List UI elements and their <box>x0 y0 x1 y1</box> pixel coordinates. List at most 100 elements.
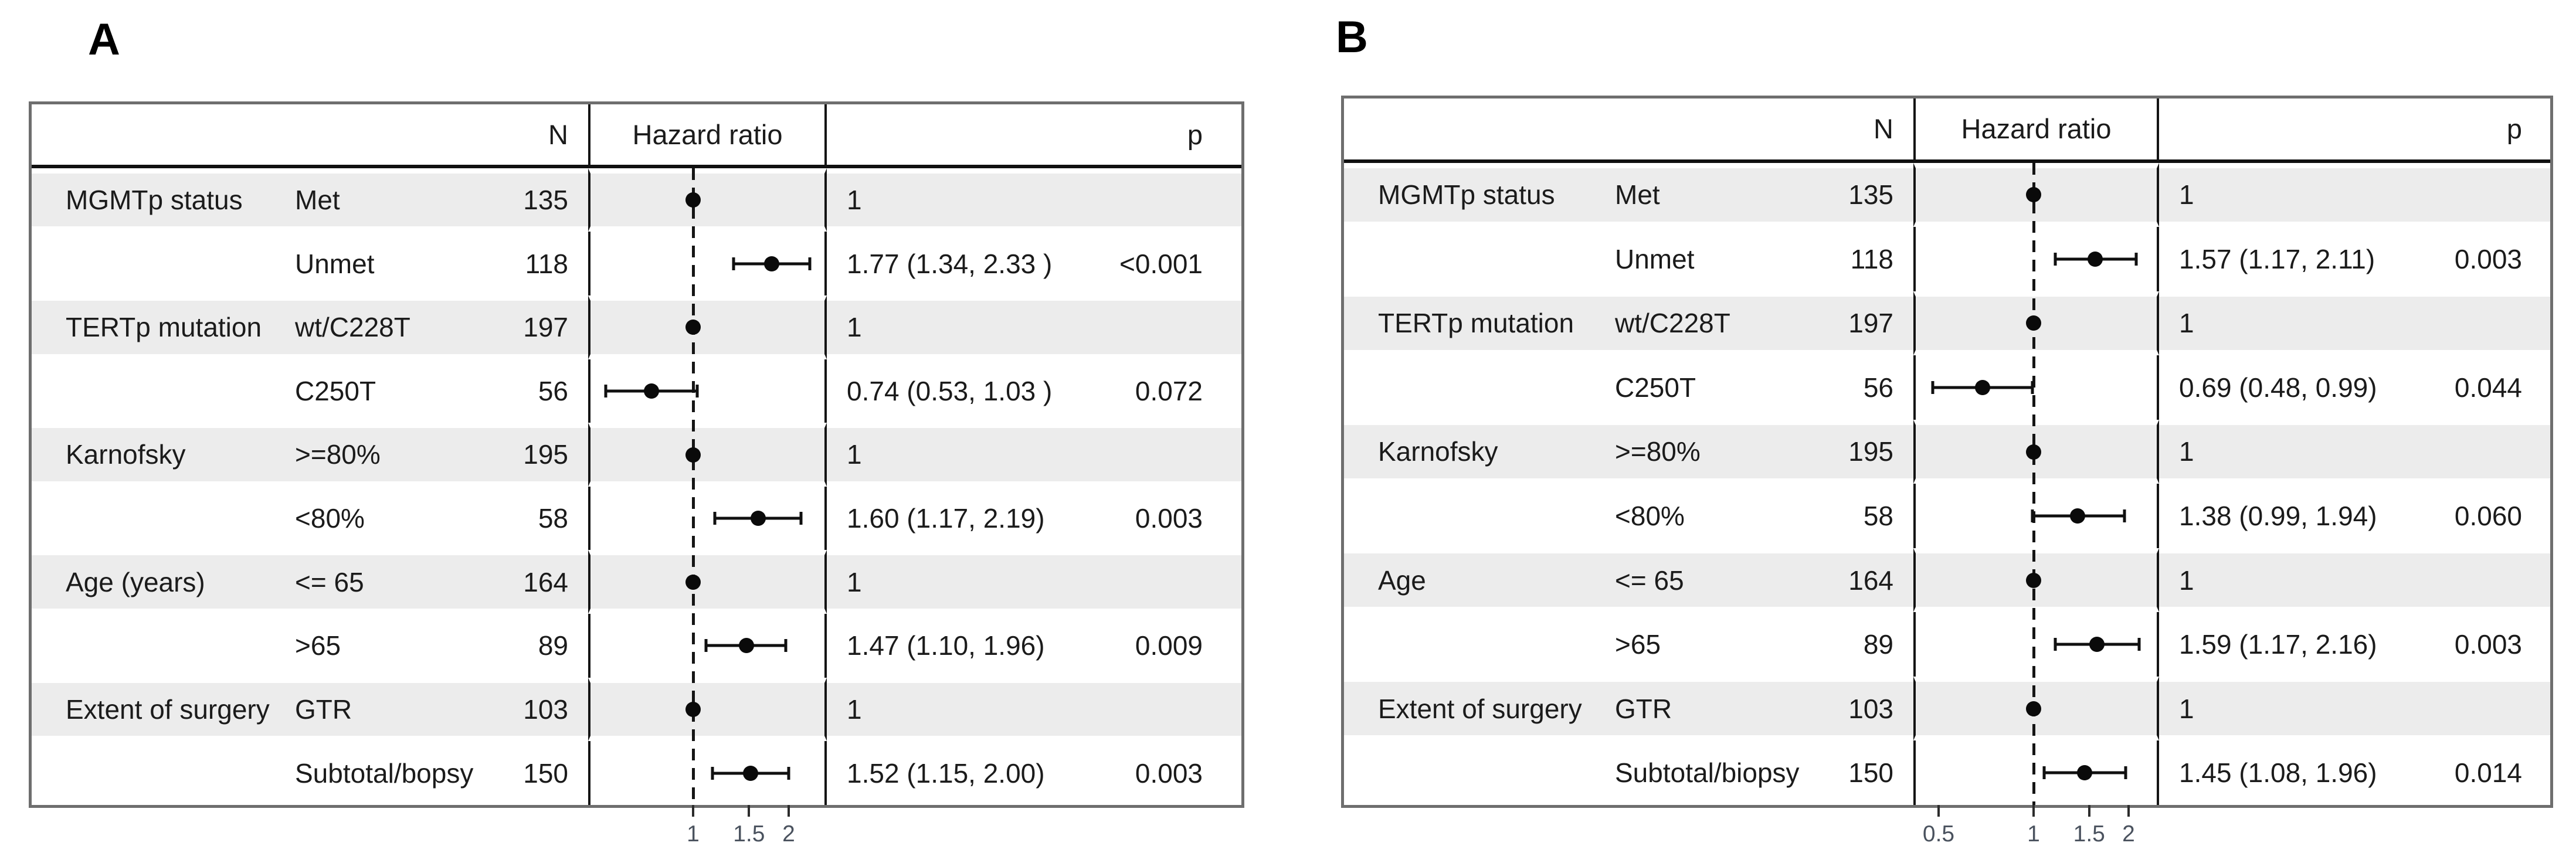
table-row-right: 1 <box>2159 291 2550 356</box>
panel-b-letter: B <box>1336 12 1368 62</box>
table-row-right: 1 <box>2159 676 2550 741</box>
row-factor-label: Age (years) <box>66 566 205 597</box>
column-header-n: N <box>1874 113 1893 145</box>
row-n-value: 195 <box>523 439 568 470</box>
row-level-label: Met <box>295 184 340 215</box>
row-n-value: 118 <box>1850 243 1893 274</box>
row-estimate-text: 1 <box>2179 693 2194 724</box>
row-level-label: C250T <box>295 375 376 406</box>
row-estimate-text: 1 <box>2179 308 2194 339</box>
axis-tick-label: 1 <box>2027 821 2040 847</box>
row-p-value: 0.072 <box>1135 375 1203 406</box>
row-factor-label: Extent of surgery <box>1378 693 1582 724</box>
row-n-value: 56 <box>538 375 568 406</box>
row-p-value: 0.014 <box>2454 757 2522 789</box>
row-n-value: 135 <box>523 184 568 215</box>
row-n-value: 58 <box>1863 501 1893 532</box>
table-row-right: 1 <box>827 550 1241 614</box>
column-header-p: p <box>1187 118 1203 150</box>
axis-tick-mark <box>1937 805 1940 817</box>
row-level-label: Subtotal/bopsy <box>295 757 474 789</box>
table-row-right: 1 <box>827 423 1241 487</box>
row-level-label: <= 65 <box>295 566 364 597</box>
row-factor-label: MGMTp status <box>1378 179 1555 210</box>
row-n-value: 150 <box>523 757 568 789</box>
row-level-label: <80% <box>295 503 365 534</box>
row-estimate-text: 1 <box>847 694 862 725</box>
table-row-right: 1 <box>2159 548 2550 613</box>
table-row-left: Extent of surgery GTR 103 <box>32 677 588 742</box>
table-row-left: Unmet 118 <box>32 232 588 295</box>
row-level-label: wt/C228T <box>295 312 410 343</box>
row-p-value: 0.003 <box>2454 243 2522 274</box>
row-estimate-text: 1.52 (1.15, 2.00) <box>847 757 1045 789</box>
table-row-left: TERTp mutation wt/C228T 197 <box>32 295 588 359</box>
table-row-left: MGMTp status Met 135 <box>1344 162 1913 227</box>
row-plot-cell <box>1913 676 2159 741</box>
header-right-cell: p <box>2159 98 2550 163</box>
row-plot-cell <box>1913 612 2159 677</box>
row-p-value: 0.003 <box>1135 757 1203 789</box>
row-estimate-text: 1.45 (1.08, 1.96) <box>2179 757 2377 789</box>
table-row-left: Unmet 118 <box>1344 227 1913 291</box>
row-plot-cell <box>1913 291 2159 356</box>
table-row-left: Extent of surgery GTR 103 <box>1344 676 1913 741</box>
column-header-hazard-ratio: Hazard ratio <box>1961 113 2112 145</box>
table-row-right: 1.77 (1.34, 2.33 ) <0.001 <box>827 232 1241 295</box>
row-plot-cell <box>588 486 827 551</box>
row-n-value: 89 <box>538 630 568 661</box>
table-row-right: 1.47 (1.10, 1.96) 0.009 <box>827 614 1241 678</box>
header-right-cell: p <box>827 104 1241 168</box>
row-estimate-text: 1 <box>847 566 862 597</box>
header-plot-cell: Hazard ratio <box>1913 98 2159 163</box>
column-header-hazard-ratio: Hazard ratio <box>632 118 783 150</box>
table-row-right: 1 <box>827 168 1241 232</box>
table-row-left: Age (years) <= 65 164 <box>32 550 588 614</box>
table-row-left: Karnofsky >=80% 195 <box>32 423 588 487</box>
row-n-value: 135 <box>1848 179 1893 210</box>
axis-tick-mark <box>2032 805 2035 817</box>
row-estimate-text: 1 <box>847 184 862 215</box>
row-estimate-text: 1.57 (1.17, 2.11) <box>2179 243 2375 274</box>
row-estimate-text: 0.74 (0.53, 1.03 ) <box>847 375 1053 406</box>
axis-tick-label: 1.5 <box>733 821 765 847</box>
table-row-right: 1 <box>2159 419 2550 484</box>
table-row-left: C250T 56 <box>32 359 588 423</box>
row-level-label: GTR <box>1615 693 1672 724</box>
table-row-left: Subtotal/bopsy 150 <box>32 741 588 805</box>
axis-tick-label: 2 <box>2122 821 2135 847</box>
row-level-label: Unmet <box>295 248 375 279</box>
forest-table-panel-b: N Hazard ratio p MGMTp status Met 135 1 Unmet 11… <box>1341 96 2553 845</box>
row-plot-cell <box>1913 548 2159 613</box>
row-estimate-text: 1.60 (1.17, 2.19) <box>847 503 1045 534</box>
table-row-left: <80% 58 <box>1344 484 1913 548</box>
table-row-left: Age <= 65 164 <box>1344 548 1913 613</box>
row-n-value: 195 <box>1848 436 1893 467</box>
row-estimate-text: 1 <box>2179 436 2194 467</box>
row-n-value: 58 <box>538 503 568 534</box>
row-p-value: 0.009 <box>1135 630 1203 661</box>
axis-tick-mark <box>788 805 790 817</box>
row-n-value: 164 <box>523 566 568 597</box>
row-factor-label: TERTp mutation <box>66 312 262 343</box>
table-row-left: MGMTp status Met 135 <box>32 168 588 232</box>
table-row-left: <80% 58 <box>32 487 588 551</box>
row-estimate-text: 1 <box>847 312 862 343</box>
row-plot-cell <box>1913 162 2159 227</box>
row-plot-cell <box>1913 355 2159 420</box>
row-factor-label: Karnofsky <box>66 439 186 470</box>
table-row-left: C250T 56 <box>1344 355 1913 420</box>
column-header-n: N <box>548 118 568 150</box>
row-estimate-text: 1.47 (1.10, 1.96) <box>847 630 1045 661</box>
row-n-value: 197 <box>1848 308 1893 339</box>
row-plot-cell <box>588 168 827 232</box>
table-row-right: 1.57 (1.17, 2.11) 0.003 <box>2159 227 2550 291</box>
row-plot-cell <box>1913 419 2159 484</box>
row-factor-label: Karnofsky <box>1378 436 1498 467</box>
header-left-cell: N <box>1344 98 1913 163</box>
row-level-label: Subtotal/biopsy <box>1615 757 1800 789</box>
table-row-right: 1.38 (0.99, 1.94) 0.060 <box>2159 484 2550 548</box>
row-estimate-text: 1.77 (1.34, 2.33 ) <box>847 248 1053 279</box>
table-row-right: 1 <box>827 677 1241 742</box>
